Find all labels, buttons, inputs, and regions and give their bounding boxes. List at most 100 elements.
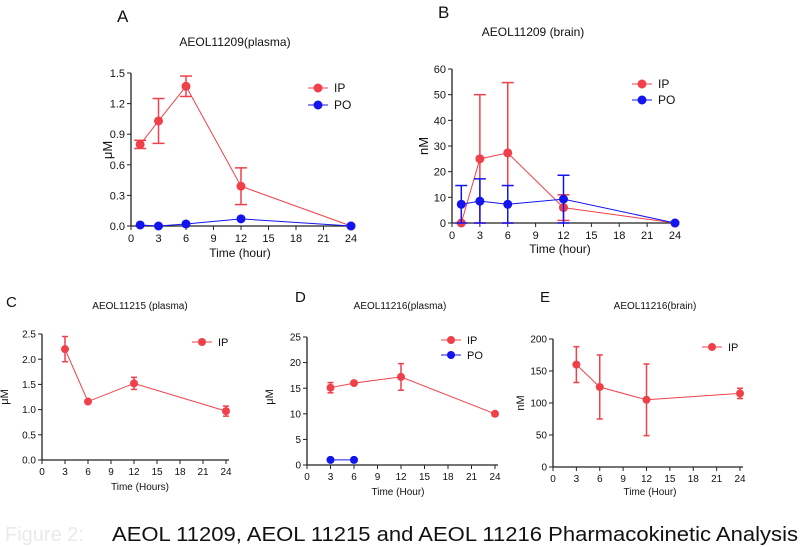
series-line bbox=[576, 364, 741, 401]
chart-title: AEOL11215 (plasma) bbox=[92, 301, 187, 312]
x-axis-label: Time (Hour) bbox=[624, 487, 677, 498]
y-tick-label: 0 bbox=[440, 218, 446, 230]
caption-prefix: Figure 2: bbox=[5, 524, 84, 546]
y-tick-label: 2.0 bbox=[22, 355, 36, 366]
x-tick-label: 12 bbox=[557, 230, 569, 242]
x-tick-label: 12 bbox=[128, 467, 140, 478]
y-tick-label: 1.0 bbox=[22, 405, 36, 416]
panel-label: D bbox=[295, 289, 306, 306]
y-tick-label: 200 bbox=[530, 335, 547, 346]
x-tick-label: 9 bbox=[108, 467, 114, 478]
x-tick-label: 6 bbox=[85, 467, 91, 478]
y-tick-label: 100 bbox=[530, 399, 547, 410]
legend-marker bbox=[447, 336, 455, 344]
x-tick-label: 6 bbox=[505, 230, 511, 242]
data-point bbox=[572, 360, 581, 369]
x-tick-label: 3 bbox=[328, 472, 334, 483]
panel-label: A bbox=[117, 7, 129, 26]
series-ip bbox=[456, 81, 680, 228]
data-point bbox=[346, 221, 356, 231]
series-po bbox=[135, 214, 356, 231]
legend-marker bbox=[708, 343, 716, 351]
y-tick-label: 50 bbox=[536, 431, 548, 442]
legend-marker bbox=[313, 100, 323, 110]
x-tick-label: 6 bbox=[351, 472, 357, 483]
x-tick-label: 3 bbox=[574, 474, 580, 485]
x-axis-label: Time (hour) bbox=[209, 246, 271, 260]
y-tick-label: 50 bbox=[434, 90, 446, 102]
data-point bbox=[595, 383, 604, 391]
series-line bbox=[461, 198, 676, 224]
data-point bbox=[181, 219, 191, 229]
y-axis-label: μM bbox=[0, 389, 11, 405]
y-tick-label: 1.5 bbox=[110, 68, 125, 80]
x-tick-label: 12 bbox=[395, 472, 407, 483]
x-tick-label: 21 bbox=[197, 467, 209, 478]
x-axis-label: Time (Hour) bbox=[372, 487, 425, 498]
y-axis-label: nM bbox=[515, 395, 527, 410]
chart-title: AEOL11216(plasma) bbox=[354, 301, 447, 312]
x-tick-label: 6 bbox=[597, 474, 603, 485]
data-point bbox=[670, 218, 680, 228]
legend-label: PO bbox=[334, 98, 351, 112]
data-point bbox=[326, 455, 335, 464]
panel-label: C bbox=[6, 294, 17, 311]
data-point bbox=[222, 407, 230, 416]
data-point bbox=[456, 199, 466, 209]
series-ip bbox=[572, 345, 744, 437]
x-tick-label: 0 bbox=[304, 472, 310, 483]
x-tick-label: 18 bbox=[613, 230, 625, 242]
series-ip bbox=[326, 362, 499, 418]
y-tick-label: 15 bbox=[290, 384, 302, 395]
y-tick-label: 5 bbox=[295, 435, 301, 446]
series-line bbox=[330, 376, 496, 415]
y-tick-label: 0.3 bbox=[110, 190, 125, 202]
data-point bbox=[135, 220, 145, 230]
x-axis-label: Time (Hours) bbox=[111, 482, 169, 493]
x-tick-label: 18 bbox=[174, 467, 186, 478]
x-tick-label: 15 bbox=[419, 472, 431, 483]
data-point bbox=[350, 379, 358, 388]
series-line bbox=[140, 218, 352, 227]
y-tick-label: 0 bbox=[541, 463, 547, 474]
data-point bbox=[475, 196, 485, 206]
series-po bbox=[326, 455, 358, 464]
panel-label: B bbox=[438, 3, 449, 22]
x-tick-label: 3 bbox=[62, 467, 68, 478]
data-point bbox=[154, 221, 163, 231]
series-ip bbox=[134, 75, 356, 231]
chart-panel-b: B AEOL11209 (brain) Time (hour) nM 0 3 6 9 12 15 1… bbox=[416, 3, 681, 256]
x-tick-label: 24 bbox=[220, 467, 232, 478]
chart-panel-c: C AEOL11215 (plasma) Time (Hours) μM 0 3 6 9 12 1… bbox=[0, 294, 232, 493]
y-tick-label: 30 bbox=[434, 141, 446, 153]
x-tick-label: 3 bbox=[155, 233, 161, 245]
x-tick-label: 15 bbox=[151, 467, 163, 478]
x-axis-label: Time (hour) bbox=[529, 242, 591, 256]
legend-marker bbox=[637, 95, 647, 105]
y-axis-label: μM bbox=[264, 389, 276, 405]
y-tick-label: 40 bbox=[434, 115, 446, 127]
data-point bbox=[181, 81, 191, 91]
data-point bbox=[503, 148, 513, 158]
x-tick-label: 0 bbox=[128, 233, 134, 245]
x-tick-label: 12 bbox=[641, 474, 653, 485]
chart-title: AEOL11209(plasma) bbox=[179, 35, 290, 49]
panel-label: E bbox=[540, 289, 550, 306]
x-tick-label: 9 bbox=[620, 474, 626, 485]
x-tick-label: 18 bbox=[290, 233, 302, 245]
y-tick-label: 150 bbox=[530, 367, 547, 378]
legend-label: IP bbox=[218, 337, 228, 349]
legend-label: IP bbox=[728, 342, 738, 354]
x-tick-label: 0 bbox=[550, 474, 556, 485]
x-tick-label: 21 bbox=[466, 472, 478, 483]
x-tick-label: 15 bbox=[664, 474, 676, 485]
data-point bbox=[135, 139, 145, 149]
y-tick-label: 0.6 bbox=[110, 160, 125, 172]
x-tick-label: 15 bbox=[585, 230, 597, 242]
chart-title: AEOL11216(brain) bbox=[614, 301, 697, 312]
chart-panel-a: A AEOL11209(plasma) Time (hour) μM 0 3 6 9 12 15 1… bbox=[100, 7, 357, 260]
x-tick-label: 24 bbox=[669, 230, 681, 242]
x-tick-label: 21 bbox=[641, 230, 653, 242]
legend-label: IP bbox=[334, 81, 345, 95]
legend-marker bbox=[198, 338, 206, 346]
